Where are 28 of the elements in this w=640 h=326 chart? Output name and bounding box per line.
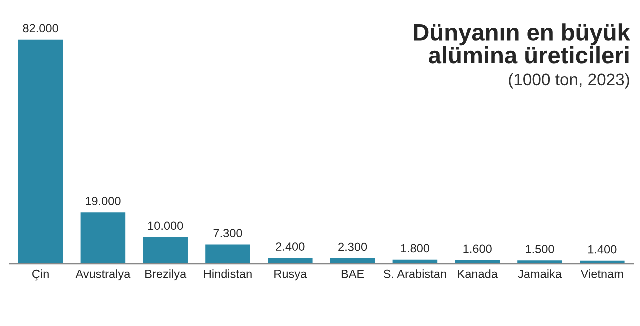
x-tick-label: Avustralya <box>76 270 131 281</box>
x-tick-label: Brezilya <box>146 270 187 281</box>
data-label: 1.500 <box>526 245 554 254</box>
bar <box>329 257 377 264</box>
data-label: 1.800 <box>401 244 430 253</box>
bar <box>204 243 252 264</box>
bar <box>17 39 65 264</box>
data-label: 7.300 <box>214 229 242 238</box>
chart-title: Dünyanın en büyük alümina üreticileri <box>414 24 630 64</box>
data-label: 1.600 <box>464 244 492 254</box>
x-tick-label: S. Arabistan <box>384 270 446 278</box>
data-label: 82.000 <box>23 24 58 33</box>
x-tick-label: Rusya <box>274 270 308 281</box>
x-tick-label: Vietnam <box>580 270 624 278</box>
data-label: 19.000 <box>86 197 121 206</box>
data-label: 2.300 <box>338 242 368 252</box>
data-label: 2.400 <box>276 242 305 251</box>
x-tick-label: Jamaika <box>518 270 562 278</box>
data-label: 1.400 <box>588 245 617 254</box>
bar <box>142 236 190 264</box>
text: (1000 ton, 2023) <box>509 73 630 89</box>
x-tick-label: BAE <box>342 270 364 278</box>
x-tick-label: Çin <box>32 270 49 281</box>
x-tick-label: Hindistan <box>204 270 252 278</box>
bar <box>266 256 314 264</box>
data-label: 10.000 <box>148 222 184 230</box>
bar <box>79 211 127 264</box>
x-tick-label: Kanada <box>458 270 498 278</box>
